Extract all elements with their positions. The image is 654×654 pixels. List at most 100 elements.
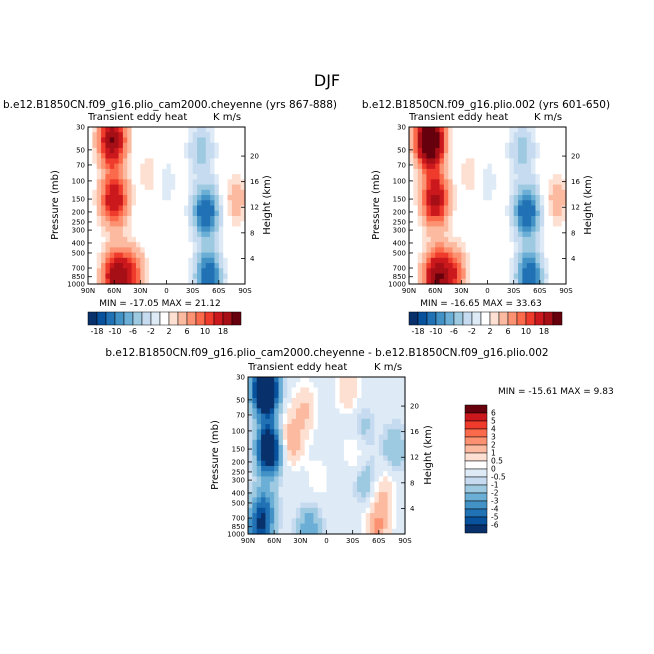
field-cell	[391, 460, 397, 467]
field-cell	[183, 168, 189, 175]
field-cell	[127, 142, 133, 149]
field-cell	[188, 236, 194, 243]
field-cell	[448, 153, 454, 159]
field-cell	[274, 507, 280, 514]
field-cell	[252, 392, 258, 399]
field-cell	[214, 153, 220, 159]
field-cell	[374, 481, 380, 488]
field-cell	[122, 158, 128, 165]
field-cell	[448, 231, 454, 238]
field-cell	[365, 377, 371, 383]
field-cell	[278, 439, 284, 446]
field-cell	[278, 497, 284, 504]
field-cell	[205, 215, 211, 222]
field-cell	[269, 450, 275, 457]
field-cell	[183, 263, 189, 269]
field-cell	[339, 439, 345, 446]
field-cell	[149, 242, 155, 248]
field-cell	[374, 513, 380, 519]
field-cell	[218, 137, 224, 144]
field-cell	[114, 263, 120, 269]
field-cell	[166, 273, 172, 280]
field-cell	[197, 231, 202, 238]
field-cell	[88, 247, 93, 254]
field-cell	[282, 403, 288, 409]
field-cell	[326, 418, 332, 425]
field-cell	[535, 242, 541, 248]
field-cell	[127, 195, 133, 201]
field-cell	[339, 528, 345, 535]
field-cell	[309, 476, 315, 483]
field-cell	[400, 392, 406, 399]
field-cell	[422, 226, 428, 233]
field-cell	[552, 257, 558, 264]
field-cell	[513, 132, 519, 139]
field-cell	[452, 132, 458, 139]
field-cell	[300, 492, 306, 498]
field-cell	[231, 221, 237, 228]
field-cell	[144, 226, 150, 233]
field-cell	[561, 147, 567, 154]
field-cell	[378, 397, 384, 404]
field-cell	[343, 518, 349, 525]
field-cell	[261, 424, 267, 430]
field-cell	[326, 413, 332, 420]
field-cell	[149, 200, 155, 207]
field-cell	[470, 252, 476, 259]
field-cell	[509, 252, 515, 259]
field-cell	[417, 147, 423, 154]
field-cell	[240, 200, 246, 207]
field-cell	[370, 486, 376, 493]
field-cell	[127, 252, 133, 259]
field-cell	[357, 492, 362, 498]
field-cell	[339, 476, 345, 483]
field-cell	[544, 273, 550, 280]
field-cell	[461, 153, 467, 159]
field-cell	[330, 492, 336, 498]
field-cell	[179, 210, 185, 217]
field-cell	[265, 377, 271, 383]
field-cell	[374, 465, 380, 472]
field-cell	[175, 210, 181, 217]
field-cell	[295, 392, 301, 399]
field-cell	[313, 455, 319, 462]
field-cell	[339, 497, 345, 504]
field-cell	[201, 142, 207, 149]
field-cell	[192, 242, 198, 248]
field-cell	[330, 486, 336, 493]
field-cell	[417, 278, 423, 285]
field-cell	[487, 278, 493, 285]
field-cell	[326, 513, 332, 519]
field-cell	[101, 268, 107, 275]
field-cell	[114, 163, 120, 170]
field-cell	[183, 205, 189, 212]
field-cell	[465, 153, 471, 159]
field-cell	[417, 205, 423, 212]
field-cell	[118, 263, 124, 269]
field-cell	[166, 252, 172, 259]
field-cell	[118, 168, 124, 175]
field-cell	[526, 252, 532, 259]
field-cell	[157, 163, 163, 170]
field-cell	[430, 147, 436, 154]
field-cell	[357, 497, 362, 504]
field-cell	[218, 210, 224, 217]
field-cell	[417, 132, 423, 139]
field-cell	[252, 507, 258, 514]
field-cell	[531, 179, 537, 186]
field-cell	[140, 210, 146, 217]
field-cell	[153, 252, 159, 259]
field-cell	[118, 226, 124, 233]
field-cell	[201, 174, 207, 180]
field-cell	[227, 252, 233, 259]
field-cell	[531, 174, 537, 180]
field-cell	[135, 252, 141, 259]
y-tick-label: 1000	[67, 281, 85, 289]
field-cell	[236, 210, 242, 217]
field-cell	[309, 455, 315, 462]
colorbar-label: -18	[411, 327, 424, 336]
field-cell	[513, 252, 519, 259]
field-cell	[330, 450, 336, 457]
field-cell	[357, 471, 362, 478]
field-cell	[430, 226, 436, 233]
